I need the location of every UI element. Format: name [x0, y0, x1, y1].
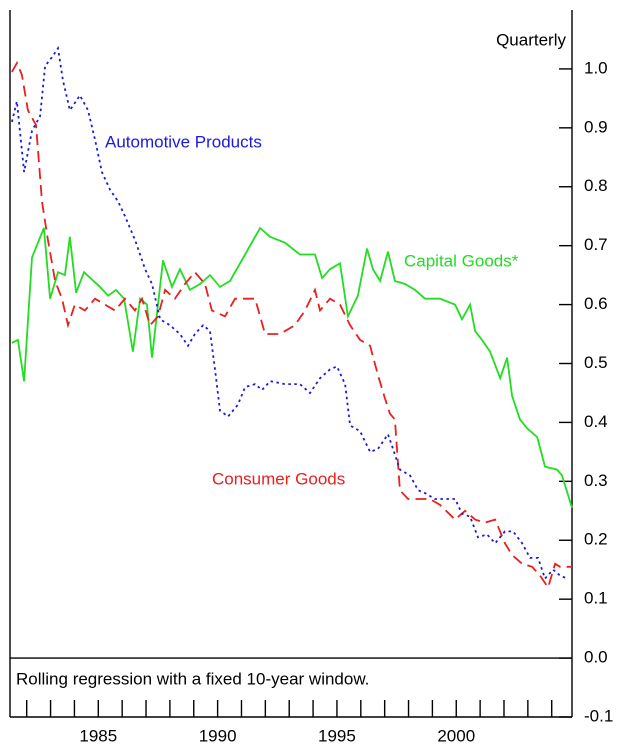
series-line	[11, 226, 573, 509]
x-tick-label: 1995	[318, 726, 356, 745]
x-tick-label: 1990	[199, 726, 237, 745]
y-tick-label: 0.2	[584, 530, 608, 549]
chart-title: Quarterly	[496, 30, 566, 49]
y-tick-label: 0.4	[584, 412, 608, 431]
x-tick-label: 1985	[79, 726, 117, 745]
y-tick-label: 0.0	[584, 648, 608, 667]
chart-note: Rolling regression with a fixed 10-year …	[16, 669, 369, 688]
y-tick-label: 0.5	[584, 353, 608, 372]
series-label: Consumer Goods	[212, 469, 345, 488]
series-label: Automotive Products	[105, 132, 262, 151]
y-tick-label: 1.0	[584, 58, 608, 77]
y-tick-label: 0.1	[584, 589, 608, 608]
series-line	[11, 60, 572, 590]
y-tick-label: 0.7	[584, 235, 608, 254]
series-line	[11, 45, 568, 581]
series-label: Capital Goods*	[404, 251, 519, 270]
x-tick-label: 2000	[437, 726, 475, 745]
y-tick-label: 0.6	[584, 294, 608, 313]
y-tick-label: 0.8	[584, 176, 608, 195]
y-tick-label: 0.9	[584, 117, 608, 136]
y-tick-label: -0.1	[584, 706, 613, 725]
y-tick-label: 0.3	[584, 471, 608, 490]
